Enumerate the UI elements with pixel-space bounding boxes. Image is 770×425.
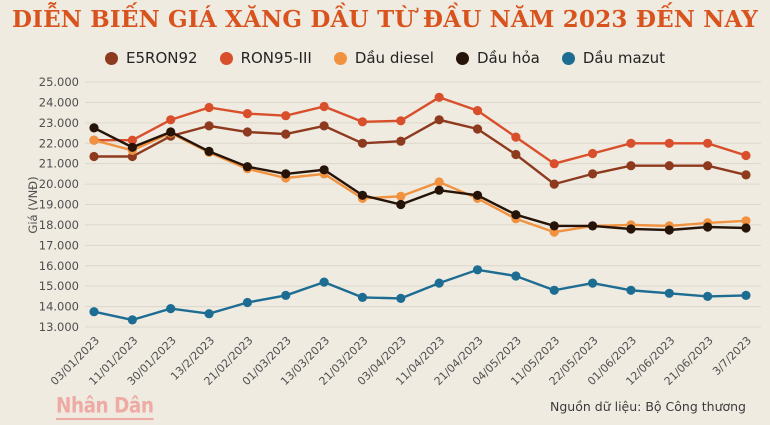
legend-item-mazut: Dầu mazut	[561, 49, 665, 67]
legend-label: E5RON92	[126, 49, 198, 67]
legend-item-kerosene: Dầu hỏa	[455, 49, 540, 67]
legend-label: Dầu diesel	[354, 49, 434, 67]
kerosene-series-dot-icon	[455, 51, 469, 65]
legend-item-diesel: Dầu diesel	[333, 49, 434, 67]
svg-text:15.000: 15.000	[39, 279, 79, 293]
nhan-dan-logo: Nhân Dân	[56, 392, 154, 421]
svg-text:23.000: 23.000	[39, 116, 79, 130]
svg-text:3/7/2023: 3/7/2023	[710, 334, 754, 378]
e5ron92-series-dot-icon	[105, 51, 119, 65]
diesel-series-dot-icon	[333, 51, 347, 65]
data-source-note: Nguồn dữ liệu: Bộ Công thương	[550, 399, 746, 414]
svg-text:24.000: 24.000	[39, 95, 79, 109]
legend-item-e5ron92: E5RON92	[105, 49, 198, 67]
svg-text:19.000: 19.000	[39, 198, 79, 212]
legend-label: Dầu mazut	[582, 49, 665, 67]
svg-text:16.000: 16.000	[39, 259, 79, 273]
svg-text:13.000: 13.000	[39, 320, 79, 334]
svg-text:14.000: 14.000	[39, 300, 79, 314]
legend-label: RON95-III	[240, 49, 312, 67]
chart-legend: E5RON92 RON95-III Dầu diesel Dầu hỏa Dầu…	[0, 47, 770, 69]
legend-label: Dầu hỏa	[476, 49, 540, 67]
svg-text:18.000: 18.000	[39, 218, 79, 232]
svg-text:Giá (VNĐ): Giá (VNĐ)	[26, 176, 40, 233]
svg-text:22.000: 22.000	[39, 136, 79, 150]
ron95-series-dot-icon	[219, 51, 233, 65]
svg-text:21.000: 21.000	[39, 157, 79, 171]
page-title: DIỄN BIẾN GIÁ XĂNG DẦU TỪ ĐẦU NĂM 2023 Đ…	[11, 6, 759, 33]
svg-text:17.000: 17.000	[39, 238, 79, 252]
mazut-series-dot-icon	[561, 51, 575, 65]
svg-text:25.000: 25.000	[39, 75, 79, 89]
svg-text:20.000: 20.000	[39, 177, 79, 191]
legend-item-ron95: RON95-III	[219, 49, 312, 67]
